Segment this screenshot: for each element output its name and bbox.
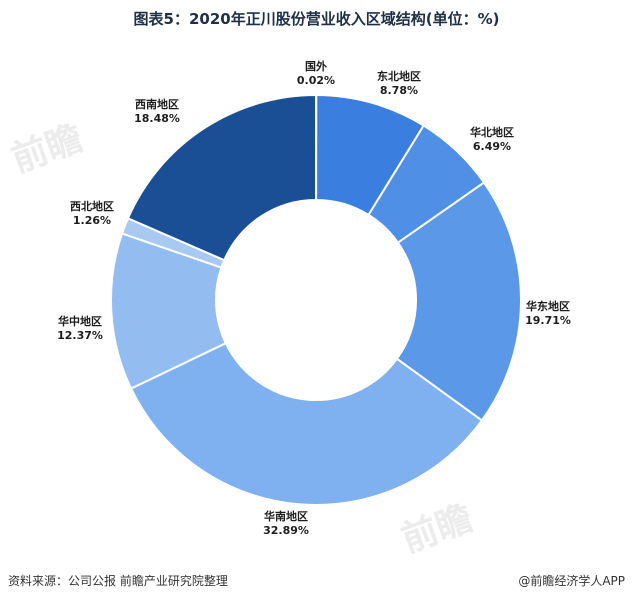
slice-value-7: 1.26% xyxy=(73,214,111,227)
slice-label-6: 华中地区 xyxy=(58,314,102,328)
slice-value-8: 18.48% xyxy=(134,112,180,125)
slice-value-1: 0.02% xyxy=(297,74,335,87)
slice-label-7: 西北地区 xyxy=(70,199,114,213)
slice-label-1: 国外 xyxy=(305,59,327,73)
slice-label-5: 华南地区 xyxy=(264,509,308,523)
donut-slice-4 xyxy=(395,181,522,422)
slice-label-3: 华北地区 xyxy=(470,125,514,139)
chart-title: 图表5：2020年正川股份营业收入区域结构(单位：%) xyxy=(133,10,500,28)
slice-value-3: 6.49% xyxy=(473,140,511,153)
slice-value-6: 12.37% xyxy=(57,329,103,342)
slice-value-2: 8.78% xyxy=(380,84,418,97)
slice-value-5: 32.89% xyxy=(263,524,309,537)
donut-slice-8 xyxy=(126,93,317,262)
source-note: 资料来源：公司公报 前瞻产业研究院整理 xyxy=(8,574,228,588)
slice-value-4: 19.71% xyxy=(525,314,571,327)
donut-slice-5 xyxy=(129,341,484,506)
slice-label-4: 华东地区 xyxy=(526,299,570,313)
slice-label-2: 东北地区 xyxy=(377,69,421,83)
credit-note: @前瞻经济学人APP xyxy=(518,574,625,588)
slice-label-8: 西南地区 xyxy=(135,97,179,111)
